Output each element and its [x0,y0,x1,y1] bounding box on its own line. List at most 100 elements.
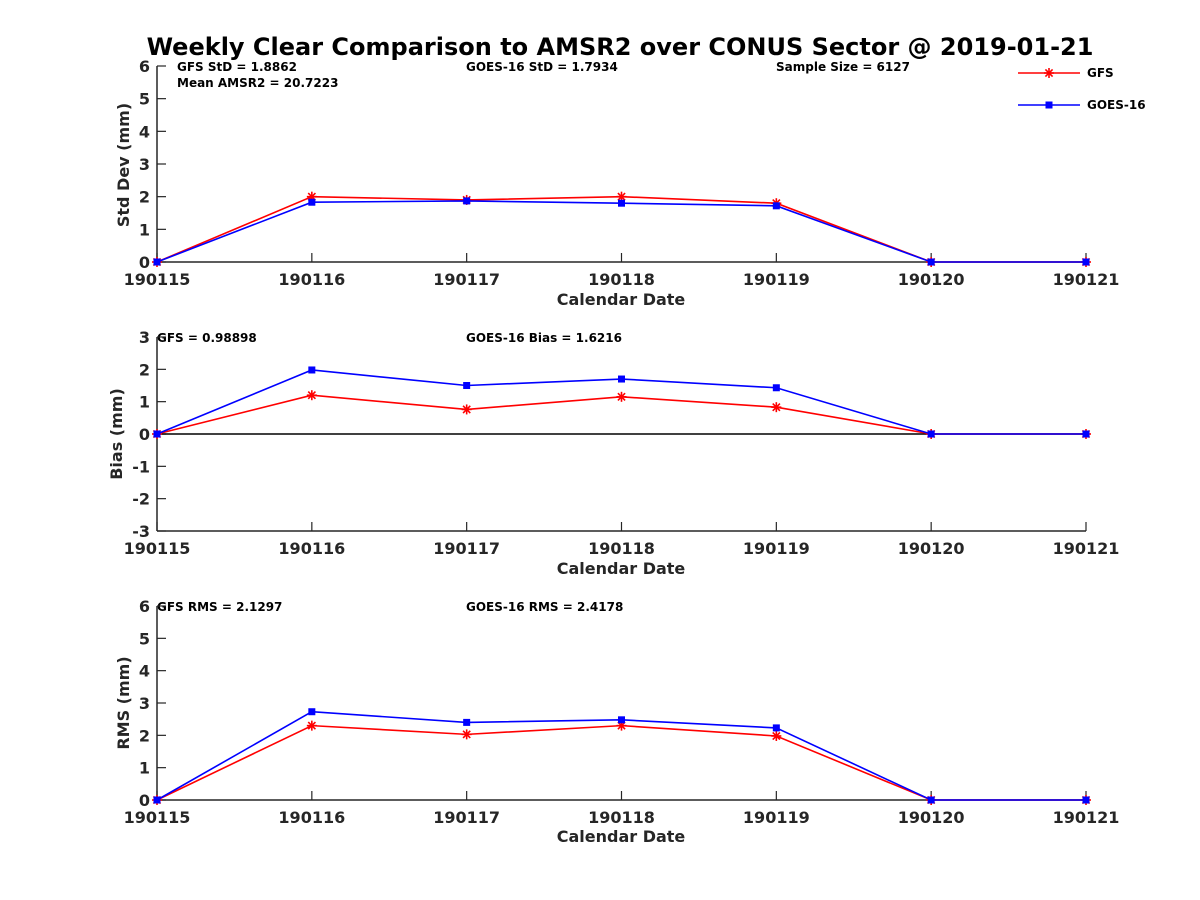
annot-gfs-bias: GFS = 0.98898 [157,331,257,345]
annot-gfs-std: GFS StD = 1.8862 [177,60,297,74]
bias-ytick-label: -1 [132,457,150,476]
stddev-xtick-label: 190117 [433,270,500,289]
panel-bias: GFS = 0.98898 GOES-16 Bias = 1.6216 Cale… [107,328,1119,578]
bias-series-goes16-point [153,430,161,438]
rms-series-gfs-point [461,729,472,740]
bias-series-gfs-point [616,391,627,402]
bias-series-goes16-point [308,366,316,374]
panel-stddev: GFS StD = 1.8862 Mean AMSR2 = 20.7223 GO… [114,57,1119,309]
bias-ytick-label: -3 [132,522,150,541]
rms-series-goes16-point [153,796,161,804]
rms-series-gfs-line [156,724,1086,801]
bias-xtick-label: 190117 [433,539,500,558]
stddev-xtick-label: 190121 [1053,270,1120,289]
rms-series-gfs-point [771,730,782,741]
rms-xtick-label: 190116 [278,808,345,827]
bias-ytick-label: 3 [139,328,150,347]
stddev-series-goes16-point [463,197,471,205]
legend-entry-goes16: GOES-16 [1018,98,1146,112]
bias-xtick-label: 190118 [588,539,655,558]
rms-series-goes16-point [927,796,935,804]
legend-marker-goes16 [1045,101,1053,109]
rms-ytick-label: 1 [139,759,150,778]
bias-xtick-label: 190120 [898,539,965,558]
rms-ytick-label: 5 [139,629,150,648]
bias-xtick-label: 190119 [743,539,810,558]
annot-goes16-bias: GOES-16 Bias = 1.6216 [466,331,622,345]
stddev-ytick-label: 6 [139,57,150,76]
rms-xtick-label: 190121 [1053,808,1120,827]
rms-series-goes16-point [308,708,316,716]
stddev-xtick-label: 190120 [898,270,965,289]
bias-xlabel: Calendar Date [557,559,686,578]
bias-series-goes16-point [927,430,935,438]
annot-mean-amsr2: Mean AMSR2 = 20.7223 [177,76,338,90]
bias-series-gfs-point [306,390,317,401]
stddev-ytick-label: 3 [139,155,150,174]
legend-marker-gfs [1044,68,1054,78]
stddev-series-goes16-point [308,198,316,206]
legend-label-goes16: GOES-16 [1087,98,1146,112]
stddev-ytick-label: 0 [139,253,150,272]
legend: GFS GOES-16 [1018,66,1146,112]
stddev-series-goes16-point [1082,258,1090,266]
rms-xtick-label: 190117 [433,808,500,827]
rms-ytick-label: 6 [139,597,150,616]
bias-ylabel: Bias (mm) [107,388,126,480]
legend-marker-symbol-goes16 [1045,101,1053,109]
bias-series-goes16-point [772,384,780,392]
annot-sample-size: Sample Size = 6127 [776,60,910,74]
bias-series-goes16-point [463,382,471,389]
bias-ytick-label: -2 [132,490,150,509]
rms-xtick-label: 190118 [588,808,655,827]
rms-xtick-label: 190119 [743,808,810,827]
bias-series-gfs-point [771,402,782,413]
rms-series-goes16-point [772,724,780,732]
bias-xtick-label: 190115 [124,539,191,558]
bias-ytick-label: 2 [139,360,150,379]
rms-xlabel: Calendar Date [557,827,686,846]
bias-xtick-label: 190121 [1053,539,1120,558]
rms-ylabel: RMS (mm) [114,656,133,749]
stddev-ytick-label: 2 [139,188,150,207]
bias-series-goes16-point [1082,430,1090,438]
bias-ytick-label: 1 [139,393,150,412]
rms-ytick-label: 4 [139,662,150,681]
rms-ytick-label: 2 [139,726,150,745]
stddev-series-goes16-point [153,258,161,266]
legend-label-gfs: GFS [1087,66,1114,80]
stddev-ytick-label: 5 [139,90,150,109]
rms-series-goes16-point [618,716,625,724]
rms-xtick-label: 190120 [898,808,965,827]
bias-series-gfs-point [461,404,472,415]
bias-ytick-label: 0 [139,425,150,444]
panel-rms: GFS RMS = 2.1297 GOES-16 RMS = 2.4178 Ca… [114,597,1119,846]
stddev-ytick-label: 4 [139,122,150,141]
rms-ytick-label: 3 [139,694,150,713]
annot-goes16-std: GOES-16 StD = 1.7934 [466,60,618,74]
stddev-xlabel: Calendar Date [557,290,686,309]
stddev-series-goes16-point [618,199,625,207]
bias-series-goes16-point [618,375,625,383]
rms-series-gfs-point [306,720,317,731]
stddev-ylabel: Std Dev (mm) [114,103,133,227]
rms-ytick-label: 0 [139,791,150,810]
stddev-ytick-label: 1 [139,220,150,239]
figure-title: Weekly Clear Comparison to AMSR2 over CO… [147,33,1094,61]
rms-series-goes16-point [463,718,471,726]
legend-marker-symbol-gfs [1044,68,1054,78]
rms-series-goes16-point [1082,796,1090,804]
stddev-xtick-label: 190115 [124,270,191,289]
stddev-series-goes16-line [156,200,1086,263]
stddev-xtick-label: 190116 [278,270,345,289]
stddev-series-goes16-point [927,258,935,266]
stddev-xtick-label: 190119 [743,270,810,289]
annot-goes16-rms: GOES-16 RMS = 2.4178 [466,600,623,614]
stddev-series-goes16-point [772,202,780,210]
bias-xtick-label: 190116 [278,539,345,558]
rms-xtick-label: 190115 [124,808,191,827]
stddev-xtick-label: 190118 [588,270,655,289]
annot-gfs-rms: GFS RMS = 2.1297 [157,600,282,614]
legend-entry-gfs: GFS [1018,66,1114,80]
